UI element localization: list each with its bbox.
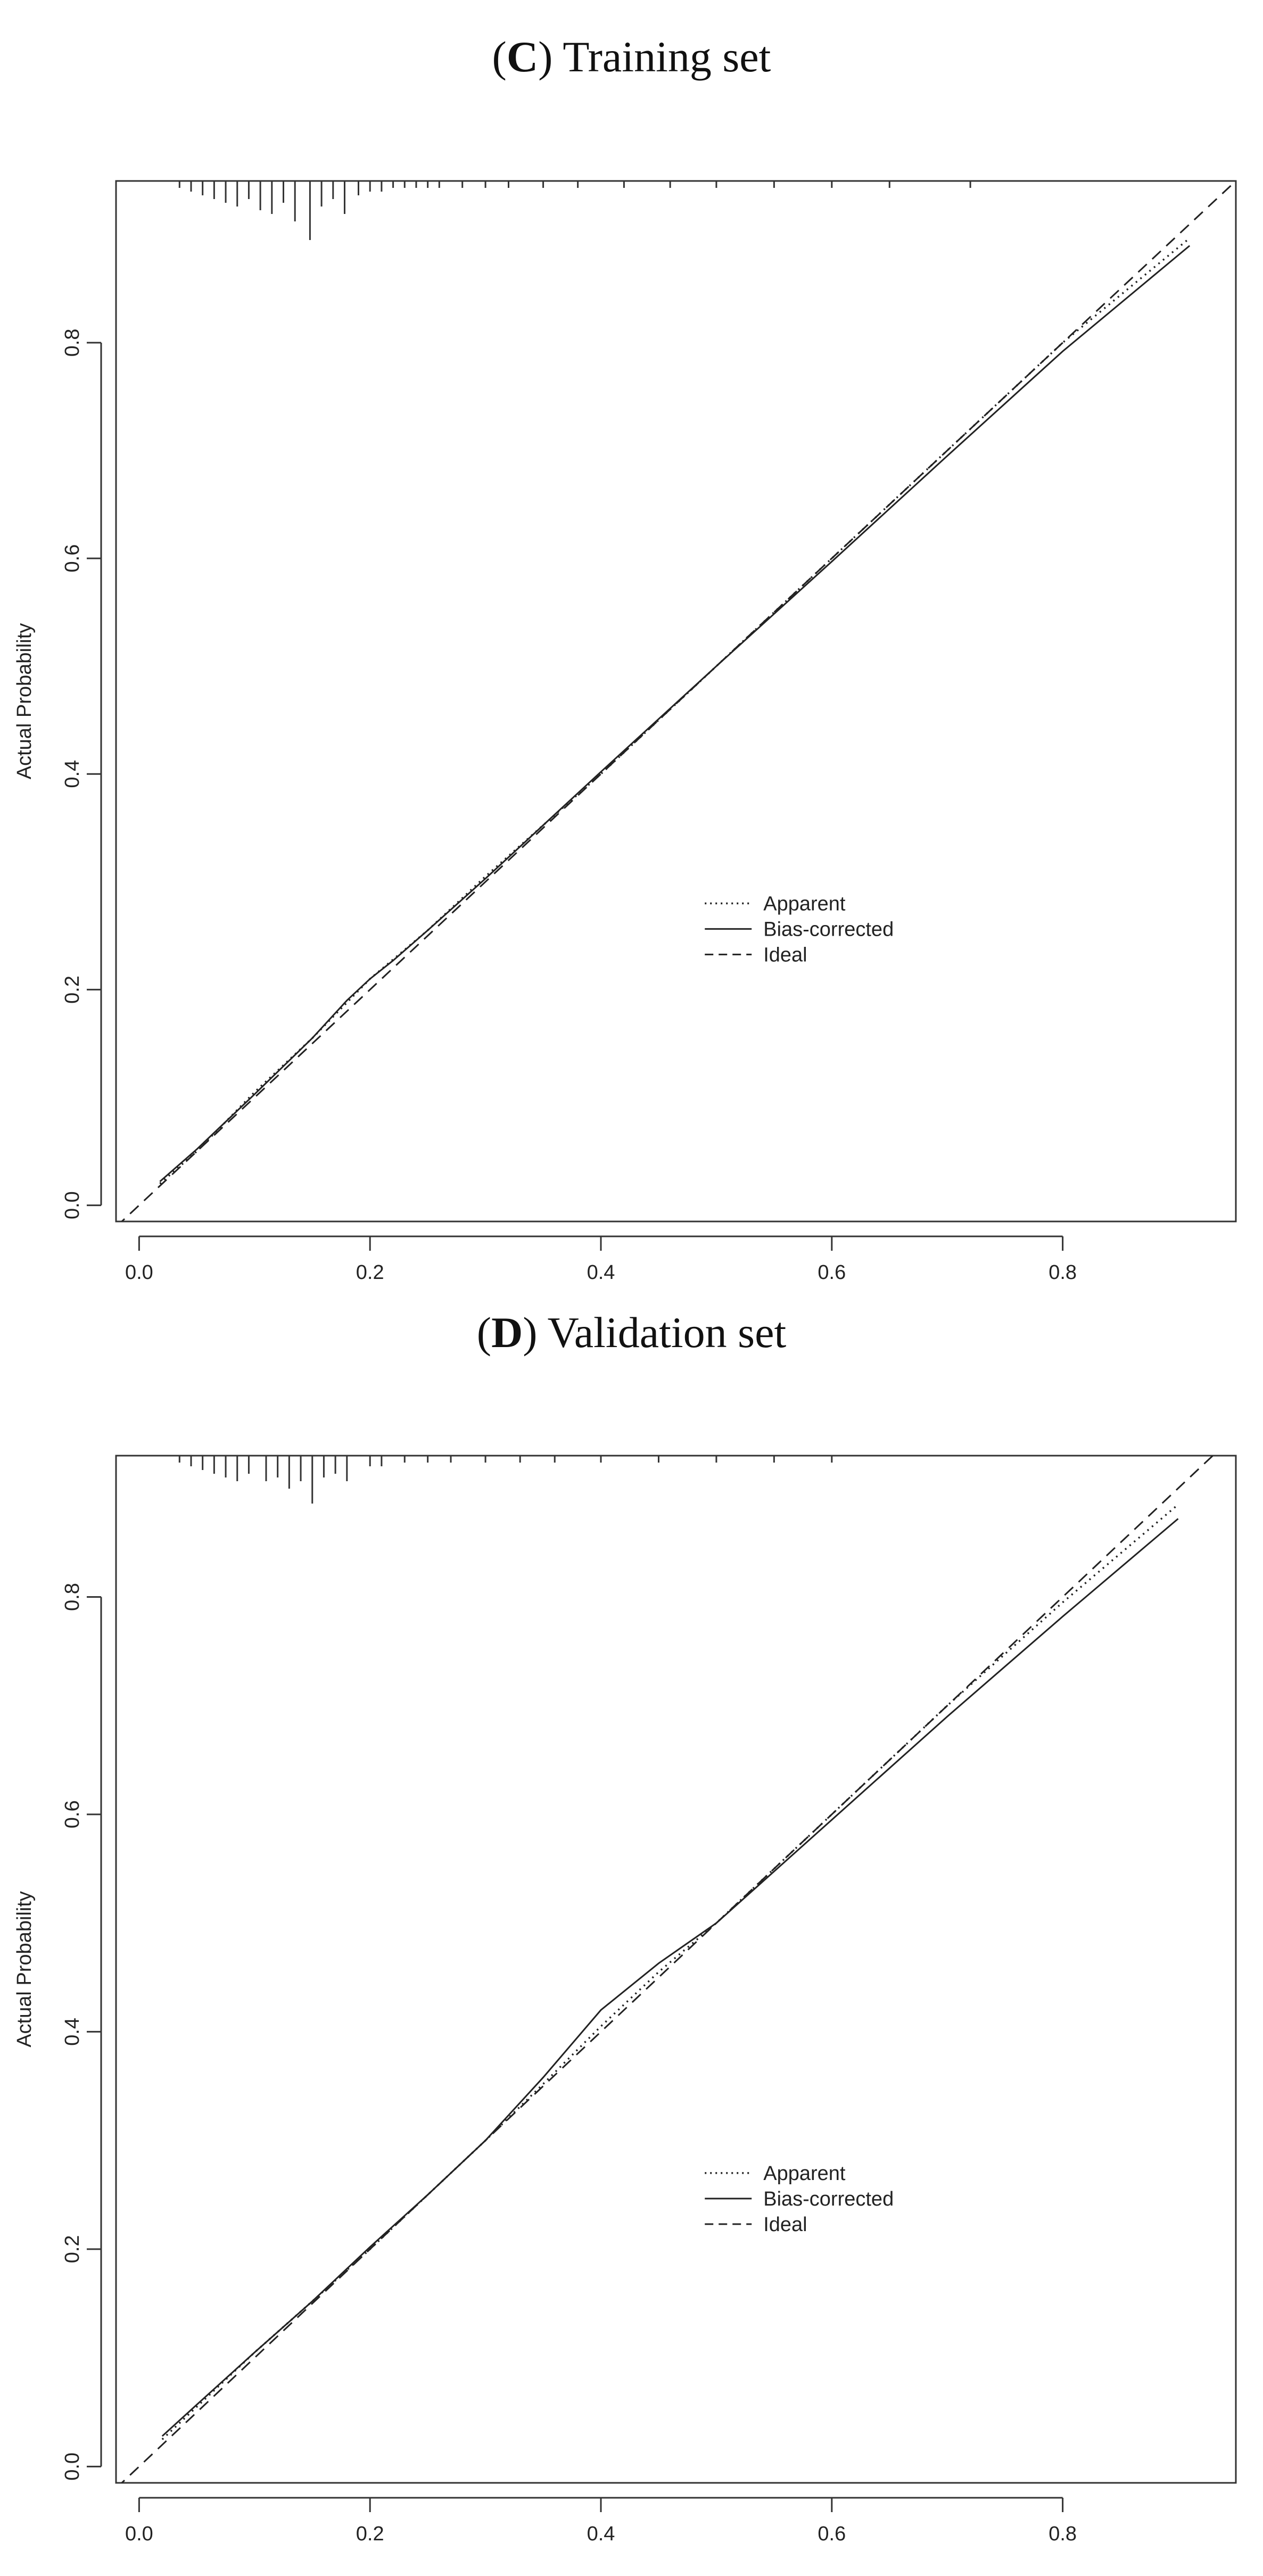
x-tick-label: 0.2	[356, 2523, 384, 2545]
y-tick-label: 0.6	[61, 544, 84, 573]
rug-marks	[178, 1456, 833, 1504]
series-group	[120, 181, 1236, 1221]
panel-title-text-d: Validation set	[537, 1308, 787, 1357]
x-tick-label: 0.2	[356, 1261, 384, 1284]
calibration-plot-validation: 0.0 0.2 0.4 0.6 0.8 0.0 0.2 0.4 0.6 0.8 Actual Pro…	[13, 1455, 1237, 2545]
y-tick-label: 0.0	[61, 1191, 84, 1219]
y-tick-label: 0.8	[61, 1583, 84, 1611]
y-axis-label: Actual Probability	[13, 623, 36, 780]
y-tick-label: 0.4	[61, 760, 84, 788]
legend-label: Ideal	[763, 944, 807, 966]
legend-label: Ideal	[763, 2214, 807, 2236]
panel-title-text-c: Training set	[552, 32, 771, 81]
legend: Apparent Bias-corrected Ideal	[705, 893, 894, 966]
calibration-plot-training: 0.0 0.2 0.4 0.6 0.8 0.0 0.2 0.4 0.6 0.8 Actual Pro…	[13, 180, 1237, 1284]
legend-label: Apparent	[763, 893, 846, 915]
y-tick-label: 0.2	[61, 2235, 84, 2263]
panel-title-d: (D) Validation set	[476, 1308, 787, 1357]
x-tick-label: 0.4	[587, 2523, 615, 2545]
series-group	[120, 1456, 1214, 2483]
legend-label: Apparent	[763, 2162, 846, 2185]
x-tick-label: 0.0	[125, 2523, 153, 2545]
y-tick-label: 0.6	[61, 1801, 84, 1829]
y-tick-label: 0.4	[61, 2018, 84, 2046]
plot-frame	[115, 180, 1237, 1223]
series-line-dashed	[120, 181, 1236, 1221]
x-tick-label: 0.8	[1049, 1261, 1077, 1284]
panel-letter-d: D	[491, 1308, 523, 1357]
y-axis-label: Actual Probability	[13, 1891, 36, 2047]
x-tick-label: 0.8	[1049, 2523, 1077, 2545]
legend-label: Bias-corrected	[763, 2188, 894, 2210]
x-tick-label: 0.0	[125, 1261, 153, 1284]
plot-frame	[115, 1455, 1237, 2484]
series-line-solid	[159, 245, 1191, 1183]
legend-label: Bias-corrected	[763, 918, 894, 940]
series-line-solid	[161, 1518, 1179, 2437]
x-tick-label: 0.6	[818, 1261, 846, 1284]
panel-title-c: (C) Training set	[492, 32, 771, 81]
x-tick-label: 0.4	[587, 1261, 615, 1284]
y-tick-label: 0.0	[61, 2453, 84, 2481]
y-tick-label: 0.8	[61, 328, 84, 357]
panel-letter-c: C	[506, 32, 539, 81]
legend: Apparent Bias-corrected Ideal	[705, 2162, 894, 2236]
rug-marks	[178, 181, 971, 240]
x-tick-label: 0.6	[818, 2523, 846, 2545]
y-tick-label: 0.2	[61, 976, 84, 1004]
series-line-dashed	[120, 1456, 1214, 2483]
